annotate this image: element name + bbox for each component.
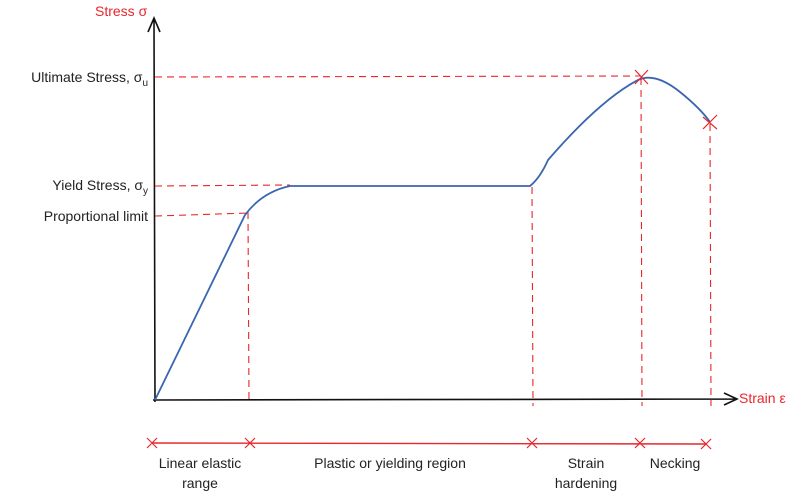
stress-strain-curve (154, 76, 711, 401)
region-label: hardening (555, 475, 617, 491)
region-divider (247, 211, 250, 403)
region-divider (640, 77, 643, 407)
label-subscript: y (143, 186, 148, 197)
region-label: range (182, 475, 218, 491)
level-label: Proportional limit (44, 208, 148, 224)
point-marker (634, 69, 718, 130)
ultimate-guide (154, 75, 641, 78)
level-label: Yield Stress, σy (52, 177, 148, 197)
level-label: Ultimate Stress, σu (31, 69, 148, 89)
label-text: Yield Stress, σ (52, 177, 143, 193)
region-label: Necking (650, 455, 701, 471)
y-axis (147, 15, 161, 403)
x-axis-label: Strain ε (739, 390, 786, 406)
region-label: Linear elastic (159, 455, 242, 471)
y-axis-label: Stress σ (95, 3, 148, 19)
x-axis (152, 392, 739, 406)
region-divider (709, 123, 712, 407)
region-label: Strain (568, 455, 605, 471)
proportional-guide (154, 212, 251, 217)
label-text: Ultimate Stress, σ (31, 69, 143, 85)
label-subscript: u (142, 78, 148, 89)
region-bar (151, 442, 708, 445)
yield-guide (154, 184, 291, 187)
region-bar-markers (146, 437, 712, 450)
region-label: Plastic or yielding region (314, 455, 466, 471)
region-divider (531, 186, 534, 407)
